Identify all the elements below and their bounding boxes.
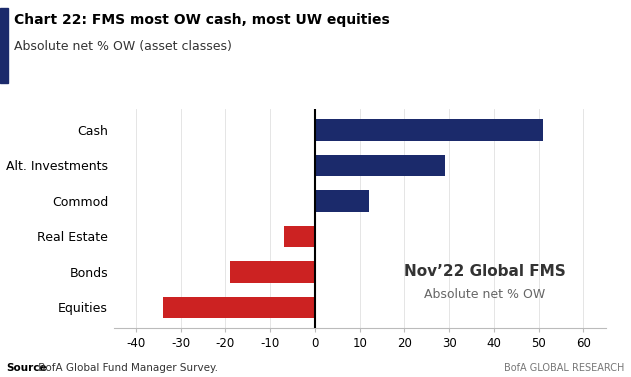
Bar: [230, 261, 315, 282]
Text: Source: Source: [6, 363, 47, 373]
Bar: [315, 119, 543, 141]
Bar: [315, 190, 369, 211]
Text: Absolute net % OW (asset classes): Absolute net % OW (asset classes): [14, 40, 232, 52]
Text: Absolute net % OW: Absolute net % OW: [424, 288, 546, 302]
Text: Chart 22: FMS most OW cash, most UW equities: Chart 22: FMS most OW cash, most UW equi…: [14, 13, 389, 27]
Text: Nov’22 Global FMS: Nov’22 Global FMS: [404, 264, 566, 279]
Text: BofA GLOBAL RESEARCH: BofA GLOBAL RESEARCH: [504, 363, 625, 373]
Bar: [283, 226, 315, 247]
Bar: [163, 297, 315, 318]
Text: BofA Global Fund Manager Survey.: BofA Global Fund Manager Survey.: [35, 363, 218, 373]
Bar: [315, 155, 445, 176]
